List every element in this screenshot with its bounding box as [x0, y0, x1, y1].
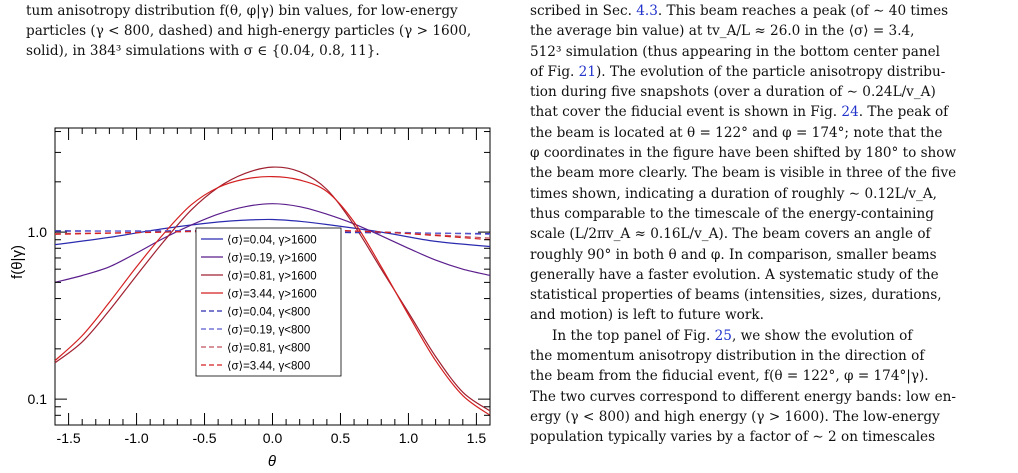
body-line: statistical properties of beams (intensi…: [530, 285, 1005, 305]
body-text: the beam more clearly. The beam is visib…: [530, 165, 957, 182]
series-line: [54, 166, 491, 412]
series-line: [54, 203, 491, 283]
body-text: . This beam reaches a peak (of ∼ 40 time…: [657, 3, 949, 19]
x-tick-label: 1.5: [467, 430, 487, 446]
body-text: the beam is located at θ = 122° and φ = …: [530, 124, 943, 141]
series-line: [54, 229, 491, 235]
x-tick-label: -0.5: [192, 430, 216, 446]
body-line: scribed in Sec. 4.3. This beam reaches a…: [530, 1, 1005, 21]
body-text: ). The evolution of the particle anisotr…: [595, 63, 946, 80]
reference-link[interactable]: 4.3: [636, 3, 658, 19]
body-text: of Fig.: [530, 63, 579, 80]
body-line: generally have a faster evolution. A sys…: [530, 265, 1005, 285]
body-text: In the top panel of Fig.: [552, 327, 715, 344]
body-text: 512³ simulation (thus appearing in the b…: [530, 43, 940, 60]
body-line: the average bin value) at tv_A/L ≈ 26.0 …: [530, 21, 1005, 41]
body-text: generally have a faster evolution. A sys…: [530, 266, 939, 283]
body-line: the beam more clearly. The beam is visib…: [530, 163, 1005, 183]
body-line: 512³ simulation (thus appearing in the b…: [530, 42, 1005, 62]
body-line: the momentum anisotropy distribution in …: [530, 346, 1005, 366]
x-tick-label: -1.5: [57, 430, 81, 446]
body-text: statistical properties of beams (intensi…: [530, 287, 942, 304]
body-line: roughly 90° in both θ and φ. In comparis…: [530, 245, 1005, 265]
body-line: thus comparable to the timescale of the …: [530, 204, 1005, 224]
legend-entry: ⟨σ⟩=3.44, γ<800: [227, 361, 310, 373]
x-tick-label: 0.0: [263, 430, 283, 446]
body-line: scale (L/2πv_A ≈ 0.16L/v_A). The beam co…: [530, 224, 1005, 244]
body-text: that cover the fiducial event is shown i…: [530, 104, 842, 121]
body-text: and motion) is left to future work.: [530, 307, 764, 324]
body-line: tion during five snapshots (over a durat…: [530, 82, 1005, 102]
legend-box: [195, 227, 342, 377]
body-text: . The peak of: [858, 104, 949, 121]
body-text: thus comparable to the timescale of the …: [530, 205, 934, 222]
y-tick-label: 0.1: [28, 391, 48, 407]
body-text: ergy (γ < 800) and high energy (γ > 1600…: [530, 408, 940, 425]
body-text: the momentum anisotropy distribution in …: [530, 348, 925, 365]
body-line: and motion) is left to future work.: [530, 305, 1005, 325]
figure-caption: tum anisotropy distribution f(θ, φ|γ) bi…: [26, 1, 494, 61]
legend-entry: ⟨σ⟩=0.81, γ<800: [227, 343, 310, 355]
reference-link[interactable]: 25: [714, 327, 732, 344]
series-line: [54, 175, 491, 416]
body-text: scale (L/2πv_A ≈ 0.16L/v_A). The beam co…: [530, 226, 931, 243]
y-tick-label: 1.0: [28, 224, 48, 240]
body-line: ergy (γ < 800) and high energy (γ > 1600…: [530, 407, 1005, 427]
x-axis-label: θ: [268, 453, 276, 470]
reference-link[interactable]: 24: [841, 104, 859, 121]
body-text: tion during five snapshots (over a durat…: [530, 84, 936, 101]
body-text: φ coordinates in the figure have been sh…: [530, 145, 957, 162]
body-line: φ coordinates in the figure have been sh…: [530, 143, 1005, 163]
body-text: , we show the evolution of: [731, 327, 913, 344]
caption-line-1: tum anisotropy distribution f(θ, φ|γ) bi…: [26, 3, 458, 19]
legend-entry: ⟨σ⟩=0.04, γ>1600: [227, 235, 317, 247]
body-line: the beam is located at θ = 122° and φ = …: [530, 123, 1005, 143]
body-line: of Fig. 21). The evolution of the partic…: [530, 62, 1005, 82]
body-text: population typically varies by a factor …: [530, 429, 936, 446]
legend-entry: ⟨σ⟩=0.81, γ>1600: [227, 271, 317, 283]
body-text: the beam from the fiducial event, f(θ = …: [530, 368, 929, 385]
body-line: The two curves correspond to different e…: [530, 387, 1005, 407]
body-line: the beam from the fiducial event, f(θ = …: [530, 366, 1005, 386]
body-line: that cover the fiducial event is shown i…: [530, 102, 1005, 122]
caption-line-2: particles (γ < 800, dashed) and high-ene…: [26, 23, 472, 39]
legend-entry: ⟨σ⟩=0.19, γ<800: [227, 325, 310, 337]
body-text: roughly 90° in both θ and φ. In comparis…: [530, 246, 937, 263]
legend-entry: ⟨σ⟩=0.19, γ>1600: [227, 253, 317, 265]
body-line: population typically varies by a factor …: [530, 427, 1005, 447]
anisotropy-chart: -1.5 -1.0 -0.5 0.0 0.5 1.0 1.5 0.1 1.0 ⟨σ⟩=0.04,…: [9, 127, 491, 470]
body-text: the average bin value) at tv_A/L ≈ 26.0 …: [530, 23, 915, 40]
body-text: scribed in Sec.: [530, 3, 637, 19]
x-tick-label: 1.0: [399, 430, 419, 446]
series-line: [54, 228, 491, 241]
y-axis-label: f(θ|γ): [9, 245, 26, 279]
body-text: The two curves correspond to different e…: [530, 388, 957, 405]
body-line: times shown, indicating a duration of ro…: [530, 184, 1005, 204]
x-tick-label: 0.5: [331, 430, 351, 446]
body-line: In the top panel of Fig. 25, we show the…: [530, 326, 1005, 346]
reference-link[interactable]: 21: [578, 63, 596, 80]
body-text-column: scribed in Sec. 4.3. This beam reaches a…: [530, 1, 1005, 448]
legend-entry: ⟨σ⟩=0.04, γ<800: [227, 307, 310, 319]
x-tick-label: -1.0: [125, 430, 149, 446]
caption-line-3: solid), in 384³ simulations with σ ∈ {0.…: [26, 43, 380, 59]
legend-entry: ⟨σ⟩=3.44, γ>1600: [227, 289, 317, 301]
body-text: times shown, indicating a duration of ro…: [530, 185, 937, 202]
